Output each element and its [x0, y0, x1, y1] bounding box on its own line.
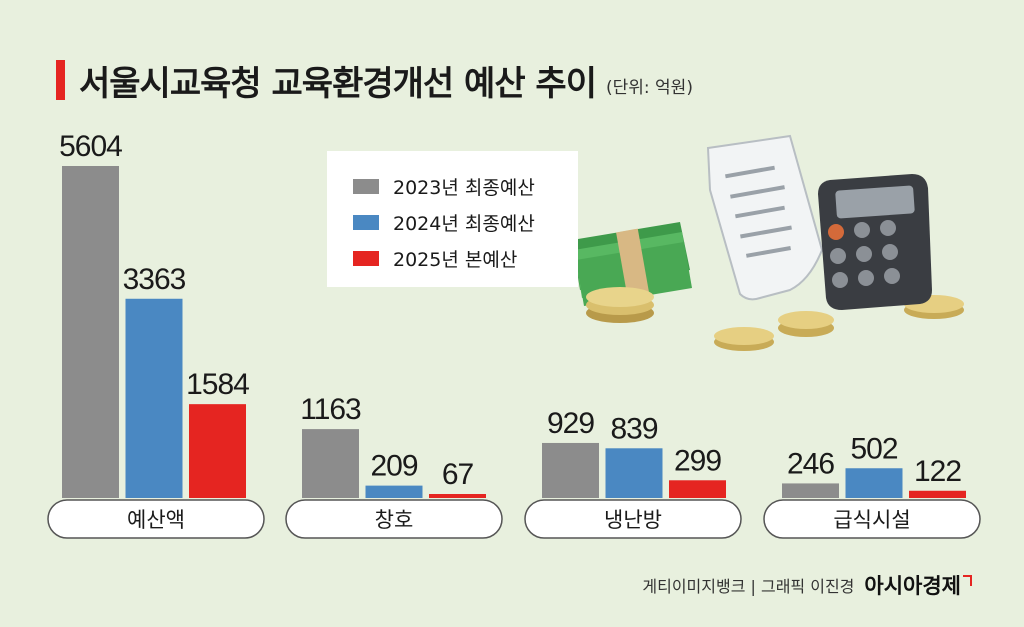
category-label-windows: 창호 [375, 508, 414, 532]
bar-budget-0 [62, 166, 119, 498]
budget-illustration [572, 134, 964, 351]
brand-logo-text: 아시아경제 [864, 574, 961, 598]
data-label-cafeteria-0: 246 [787, 447, 834, 480]
data-label-hvac-2: 299 [674, 444, 721, 477]
bar-cafeteria-0 [782, 483, 839, 498]
data-label-budget-1: 3363 [123, 263, 186, 296]
category-label-hvac: 냉난방 [604, 508, 662, 532]
category-pill-cafeteria [763, 499, 981, 539]
data-label-budget-0: 5604 [59, 130, 122, 163]
unit-label: (단위: 억원) [606, 77, 693, 98]
legend-label-2024: 2024년 최종예산 [393, 213, 535, 235]
title-accent-bar [56, 60, 65, 100]
data-label-cafeteria-2: 122 [914, 455, 961, 488]
legend-swatch-2025 [353, 251, 379, 266]
legend-label-2023: 2023년 최종예산 [393, 177, 535, 199]
receipt-icon [706, 134, 824, 301]
data-label-hvac-0: 929 [547, 407, 594, 440]
bar-windows-2 [429, 494, 486, 498]
bar-windows-0 [302, 429, 359, 498]
bar-hvac-2 [669, 480, 726, 498]
credit-line: 게티이미지뱅크 | 그래픽 이진경 아시아경제 [642, 570, 972, 600]
legend-item-2023: 2023년 최종예산 [353, 173, 535, 200]
data-label-windows-1: 209 [370, 450, 417, 483]
data-label-hvac-1: 839 [610, 412, 657, 445]
category-label-budget: 예산액 [127, 508, 185, 532]
legend: 2023년 최종예산 2024년 최종예산 2025년 본예산 [327, 151, 578, 287]
data-label-budget-2: 1584 [186, 368, 249, 401]
legend-item-2025: 2025년 본예산 [353, 245, 517, 272]
bar-windows-1 [365, 485, 423, 498]
bar-cafeteria-2 [909, 490, 966, 498]
data-label-cafeteria-1: 502 [850, 432, 897, 465]
category-pill-budget [47, 499, 265, 539]
chart-title: 서울시교육청 교육환경개선 예산 추이 [79, 63, 597, 104]
bar-budget-1 [125, 298, 183, 498]
legend-swatch-2024 [353, 215, 379, 230]
coin-stack-icon [586, 287, 964, 351]
brand-mark-icon [963, 574, 972, 586]
legend-label-2025: 2025년 본예산 [393, 249, 518, 271]
bar-budget-2 [189, 404, 246, 498]
data-label-windows-2: 67 [442, 458, 474, 491]
legend-item-2024: 2024년 최종예산 [353, 209, 535, 236]
bar-hvac-0 [542, 442, 599, 498]
cash-stack-icon [572, 222, 692, 306]
bar-cafeteria-1 [845, 468, 903, 498]
category-pill-hvac [524, 499, 742, 539]
credit-source: 게티이미지뱅크 | 그래픽 이진경 [642, 577, 855, 596]
legend-swatch-2023 [353, 179, 379, 194]
chart-title-group: 서울시교육청 교육환경개선 예산 추이 (단위: 억원) [56, 58, 693, 104]
category-label-cafeteria: 급식시설 [833, 508, 910, 532]
bar-hvac-1 [605, 448, 663, 498]
category-pill-windows [285, 499, 503, 539]
calculator-icon [818, 174, 932, 310]
data-label-windows-0: 1163 [300, 393, 361, 426]
